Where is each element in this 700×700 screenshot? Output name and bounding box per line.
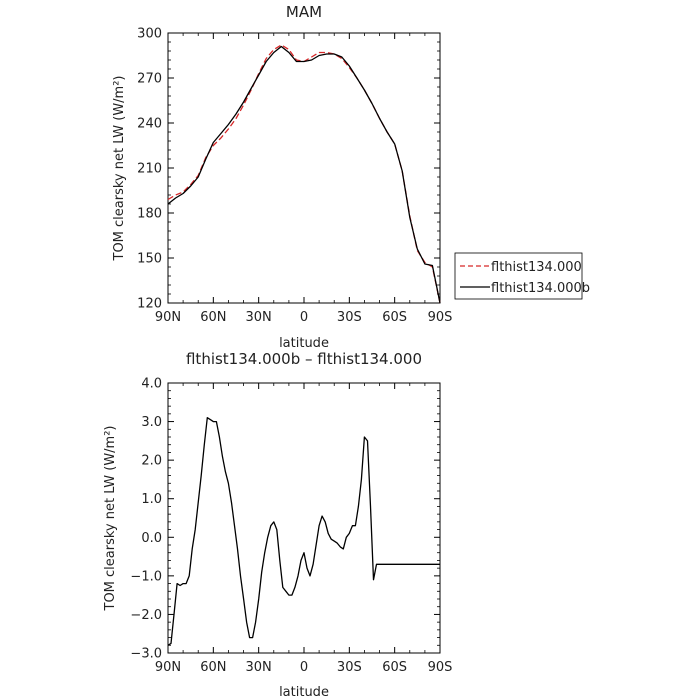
bottom-y-tick-label: 4.0 <box>141 377 162 392</box>
top-y-tick-label: 240 <box>137 117 162 132</box>
top-x-axis: 90N 60N 30N 0 30S 60S 90S <box>155 33 453 325</box>
top-series-group <box>167 44 441 304</box>
top-y-tick-label: 120 <box>137 297 162 312</box>
bottom-x-axis-label: latitude <box>279 685 329 700</box>
bottom-y-tick-label: 1.0 <box>141 492 162 507</box>
top-x-tick-label: 30N <box>246 310 272 325</box>
bottom-series-group <box>167 417 440 646</box>
bottom-y-axis: −3.0 −2.0 −1.0 0.0 1.0 2.0 3.0 4.0 <box>130 377 440 662</box>
top-x-tick-label: 0 <box>300 310 308 325</box>
bottom-plot-frame <box>167 382 441 654</box>
bottom-x-tick-label: 60N <box>200 660 226 675</box>
legend-box <box>454 252 583 300</box>
top-y-tick-label: 300 <box>137 27 162 42</box>
bottom-y-tick-label: 2.0 <box>141 454 162 469</box>
top-y-tick-label: 210 <box>137 162 162 177</box>
bottom-chart-title: flthist134.000b – flthist134.000 <box>186 350 422 368</box>
bottom-x-tick-label: 30S <box>337 660 362 675</box>
bottom-x-tick-label: 0 <box>300 660 308 675</box>
legend: flthist134.000 flthist134.000b <box>454 252 590 300</box>
top-series-line-0 <box>167 44 441 304</box>
top-x-axis-label: latitude <box>279 336 329 351</box>
bottom-y-tick-label: 0.0 <box>141 531 162 546</box>
legend-label-flthist134-000b: flthist134.000b <box>491 281 590 296</box>
top-y-axis-label: TOM clearsky net LW (W/m²) <box>112 75 127 261</box>
bottom-panel: flthist134.000b – flthist134.000 −3.0 −2.… <box>103 350 452 700</box>
bottom-series-line-0 <box>167 417 440 646</box>
top-x-tick-label: 30S <box>337 310 362 325</box>
bottom-y-tick-label: −1.0 <box>130 569 162 584</box>
bottom-x-axis: 90N 60N 30N 0 30S 60S 90S <box>155 383 453 675</box>
bottom-x-tick-label: 90N <box>155 660 181 675</box>
top-x-tick-label: 60S <box>382 310 407 325</box>
bottom-y-tick-label: −2.0 <box>130 608 162 623</box>
top-x-tick-label: 90N <box>155 310 181 325</box>
top-x-tick-label: 90S <box>428 310 453 325</box>
top-y-tick-label: 180 <box>137 207 162 222</box>
top-x-tick-label: 60N <box>200 310 226 325</box>
top-y-tick-label: 270 <box>137 72 162 87</box>
bottom-x-tick-label: 90S <box>428 660 453 675</box>
top-y-axis: 120 150 180 210 240 270 300 <box>137 27 440 312</box>
bottom-x-tick-label: 60S <box>382 660 407 675</box>
bottom-y-axis-label: TOM clearsky net LW (W/m²) <box>103 425 118 611</box>
top-panel: MAM 120 150 180 210 240 270 300 90N 60N 30N 0 30S 6… <box>112 3 452 351</box>
top-series-line-1 <box>167 45 441 304</box>
bottom-y-tick-label: 3.0 <box>141 415 162 430</box>
bottom-x-tick-label: 30N <box>246 660 272 675</box>
top-chart-title: MAM <box>286 3 322 21</box>
top-plot-frame <box>167 32 441 304</box>
bottom-y-tick-label: −3.0 <box>130 647 162 662</box>
legend-label-flthist134-000: flthist134.000 <box>491 260 582 275</box>
top-y-tick-label: 150 <box>137 252 162 267</box>
